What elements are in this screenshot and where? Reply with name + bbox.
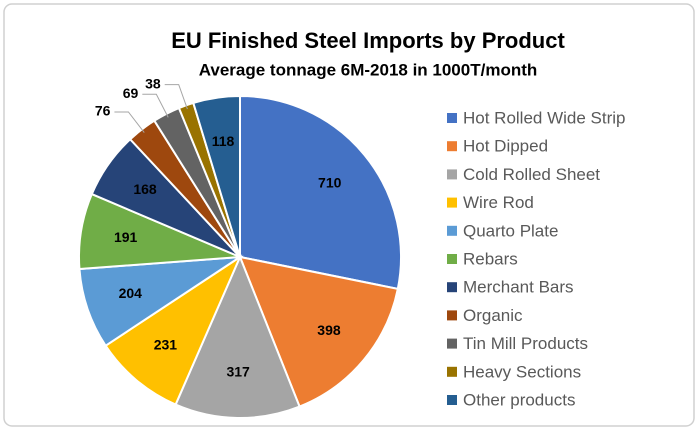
data-label: 76 bbox=[95, 103, 111, 119]
legend-label: Rebars bbox=[463, 249, 518, 268]
leader-line bbox=[164, 84, 188, 110]
legend-swatch bbox=[447, 338, 457, 349]
legend-label: Hot Rolled Wide Strip bbox=[463, 108, 626, 127]
data-label: 398 bbox=[317, 322, 341, 338]
legend-swatch bbox=[447, 282, 457, 293]
data-label: 231 bbox=[154, 336, 178, 352]
legend-label: Other products bbox=[463, 390, 575, 409]
pie-slice bbox=[192, 94, 241, 258]
pie-slice bbox=[174, 254, 301, 419]
legend-swatch bbox=[447, 395, 457, 405]
legend-swatch bbox=[447, 310, 457, 321]
legend-swatch bbox=[447, 113, 457, 123]
legend-swatch bbox=[447, 225, 457, 236]
data-label: 710 bbox=[318, 174, 342, 190]
legend-swatch bbox=[447, 141, 457, 152]
chart-title: EU Finished Steel Imports by Product bbox=[171, 28, 565, 53]
data-label: 168 bbox=[133, 181, 157, 197]
leader-line bbox=[114, 111, 145, 133]
pie-slice bbox=[104, 254, 243, 406]
legend-label: Merchant Bars bbox=[463, 278, 574, 297]
legend-label: Quarto Plate bbox=[463, 221, 558, 240]
chart-subtitle: Average tonnage 6M-2018 in 1000T/month bbox=[199, 60, 538, 79]
data-label: 317 bbox=[226, 364, 250, 380]
data-label: 38 bbox=[145, 75, 161, 91]
leader-line bbox=[142, 93, 169, 118]
legend-label: Tin Mill Products bbox=[463, 334, 588, 353]
pie-slice bbox=[239, 94, 402, 291]
legend-swatch bbox=[447, 197, 457, 208]
data-label: 191 bbox=[114, 229, 138, 245]
legend-label: Wire Rod bbox=[463, 193, 534, 212]
legend-swatch bbox=[447, 254, 457, 264]
pie-slice bbox=[238, 255, 399, 408]
legend-swatch bbox=[447, 366, 457, 377]
legend-swatch bbox=[447, 169, 457, 180]
legend-label: Hot Dipped bbox=[463, 137, 548, 156]
data-label: 204 bbox=[119, 285, 143, 301]
legend-label: Organic bbox=[463, 306, 523, 325]
data-label: 118 bbox=[212, 133, 235, 149]
legend-label: Cold Rolled Sheet bbox=[463, 165, 600, 184]
legend-label: Heavy Sections bbox=[463, 362, 581, 381]
data-label: 69 bbox=[123, 85, 139, 101]
